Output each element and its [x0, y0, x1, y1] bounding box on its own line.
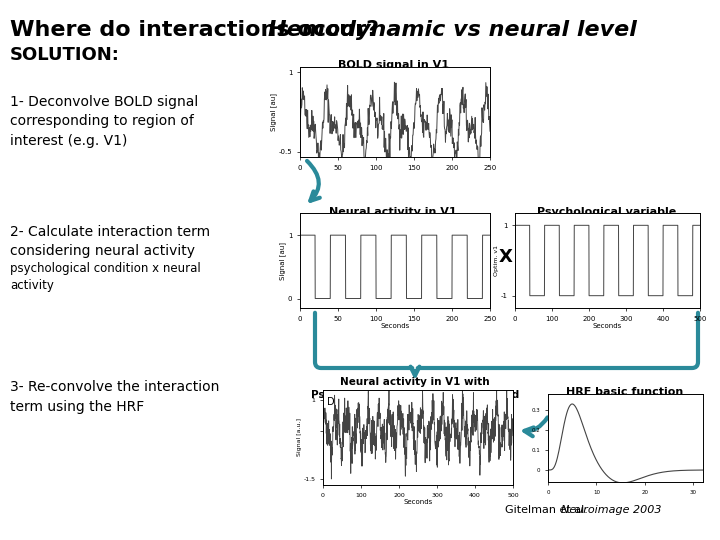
Text: Neuroimage 2003: Neuroimage 2003	[561, 505, 662, 515]
Y-axis label: Signal [au]: Signal [au]	[271, 93, 277, 131]
Text: Neural activity in V1 with
Psychological Variable reconvolved: Neural activity in V1 with Psychological…	[311, 377, 519, 400]
X-axis label: Seconds: Seconds	[593, 323, 622, 329]
X-axis label: Seconds: Seconds	[380, 323, 410, 329]
Text: 3- Re-convolve the interaction
term using the HRF: 3- Re-convolve the interaction term usin…	[10, 380, 220, 414]
Y-axis label: Signal [a.u.]: Signal [a.u.]	[297, 418, 302, 456]
Y-axis label: Optim. v1: Optim. v1	[494, 245, 499, 276]
Text: SOLUTION:: SOLUTION:	[10, 46, 120, 64]
Text: Neural activity in V1: Neural activity in V1	[329, 207, 456, 217]
Text: X: X	[499, 248, 513, 266]
Text: Hemodynamic vs neural level: Hemodynamic vs neural level	[268, 20, 637, 40]
Text: D: D	[327, 397, 334, 407]
X-axis label: Seconds: Seconds	[403, 499, 433, 505]
Y-axis label: Signal [au]: Signal [au]	[280, 241, 287, 280]
Text: HRF basic function: HRF basic function	[567, 387, 683, 397]
Text: 2- Calculate interaction term
considering neural activity: 2- Calculate interaction term considerin…	[10, 225, 210, 259]
Text: Where do interactions occur?: Where do interactions occur?	[10, 20, 387, 40]
Text: 1- Deconvolve BOLD signal
corresponding to region of
interest (e.g. V1): 1- Deconvolve BOLD signal corresponding …	[10, 95, 198, 148]
Text: BOLD signal in V1: BOLD signal in V1	[338, 60, 449, 70]
Text: Gitelman et al.: Gitelman et al.	[505, 505, 591, 515]
Text: Psychological variable: Psychological variable	[537, 207, 677, 217]
Text: psychological condition x neural
activity: psychological condition x neural activit…	[10, 262, 201, 292]
